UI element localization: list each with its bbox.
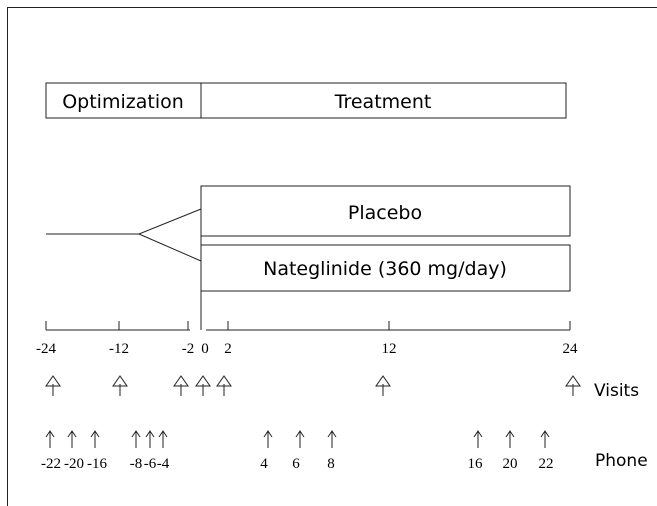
nateglinide-label: Nateglinide (360 mg/day) xyxy=(263,258,507,280)
visits-label: Visits xyxy=(594,381,639,401)
axis-tick-label: 0 xyxy=(201,341,209,357)
axis-tick-label: 24 xyxy=(563,341,579,357)
phone-week-label: 4 xyxy=(260,456,268,472)
visit-arrowhead xyxy=(216,375,232,387)
phone-week-label: -22 xyxy=(41,456,61,472)
visit-arrowhead xyxy=(112,375,128,387)
phone-label: Phone xyxy=(595,451,648,471)
generated: -24 -12 -2 0 2 12 24-22 -20 -16 -8 -6 -4 4 6 8 16 20 22 xyxy=(36,321,581,472)
axis-tick-label: -24 xyxy=(36,341,56,357)
visit-arrowhead xyxy=(195,375,211,387)
visit-arrowhead xyxy=(565,375,581,387)
phone-week-label: -4 xyxy=(157,456,170,472)
treatment-label: Treatment xyxy=(334,91,432,113)
phone-arrow xyxy=(45,430,55,448)
visit-arrowhead xyxy=(173,375,189,387)
phone-week-label: -8 xyxy=(130,456,143,472)
phone-week-label: 6 xyxy=(292,456,300,472)
phone-arrow xyxy=(540,430,550,448)
phone-week-label: 20 xyxy=(503,456,518,472)
phone-week-label: 8 xyxy=(327,456,335,472)
phone-week-label: 22 xyxy=(539,456,554,472)
phone-arrow xyxy=(473,430,483,448)
optimization-label: Optimization xyxy=(62,91,184,113)
placebo-label: Placebo xyxy=(348,202,422,224)
visit-arrowhead xyxy=(375,375,391,387)
phone-week-label: -6 xyxy=(144,456,157,472)
phone-arrow xyxy=(158,430,168,448)
frame xyxy=(7,7,657,506)
axis-tick-label: -2 xyxy=(182,341,195,357)
placebo-box xyxy=(200,185,571,237)
phone-arrow xyxy=(145,430,155,448)
phone-arrow xyxy=(90,430,100,448)
phone-arrow xyxy=(131,430,141,448)
nateglinide-box xyxy=(200,244,571,292)
phone-arrow xyxy=(327,430,337,448)
phone-week-label: 16 xyxy=(468,456,484,472)
visit-arrowhead xyxy=(45,375,61,387)
phone-week-label: -16 xyxy=(87,456,107,472)
axis-tick-label: 2 xyxy=(224,341,232,357)
treatment-box xyxy=(200,82,567,119)
axis-tick-label: -12 xyxy=(109,341,129,357)
randomization-fork xyxy=(46,208,202,262)
phone-arrow xyxy=(295,430,305,448)
phone-week-label: -20 xyxy=(64,456,84,472)
phone-arrow xyxy=(67,430,77,448)
phone-arrow xyxy=(505,430,515,448)
phone-arrow xyxy=(263,430,273,448)
axis-tick-label: 12 xyxy=(382,341,397,357)
